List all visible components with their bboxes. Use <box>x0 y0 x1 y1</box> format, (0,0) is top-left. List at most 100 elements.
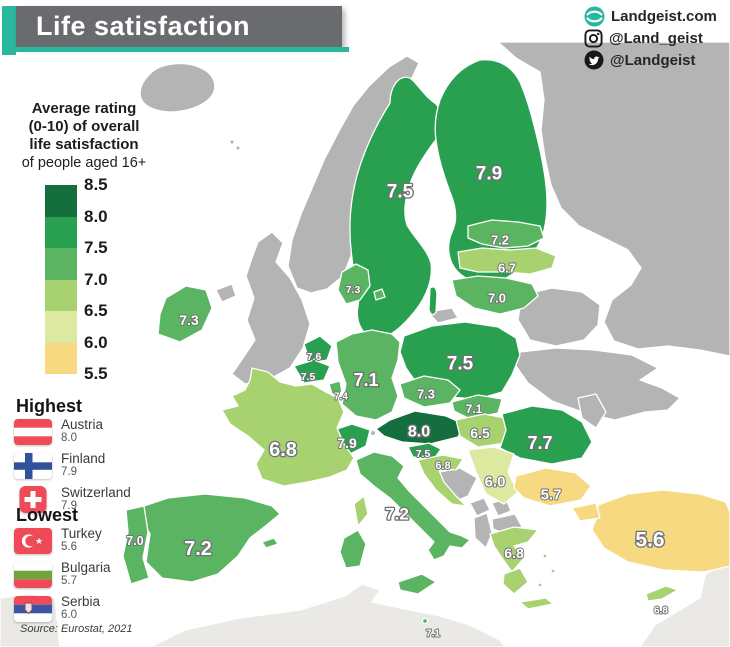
map-value-label-italy: 7.2 <box>385 505 409 524</box>
country-slovenia-shape <box>407 442 442 460</box>
country-slovakia-shape <box>451 394 503 420</box>
instagram-handle: @Land_geist <box>609 29 703 47</box>
country-turkey-shape <box>591 489 730 573</box>
country-name: Serbia <box>61 594 101 609</box>
country-belgium-shape <box>293 359 331 384</box>
map-value-label-serbia: 6.0 <box>485 474 506 491</box>
switzerland-flag-icon <box>14 486 52 513</box>
country-malta-shape <box>421 617 429 625</box>
banner-accent-block <box>2 6 16 55</box>
legend-swatch-2 <box>45 248 77 280</box>
country-name: Finland <box>61 451 106 466</box>
austria-flag-icon <box>14 418 52 445</box>
map-value-label-luxembourg: 7.4 <box>334 392 348 403</box>
map-value-label-slovakia: 7.1 <box>466 402 483 416</box>
map-value-label-czechia: 7.3 <box>417 387 435 402</box>
map-value-label-cyprus: 6.8 <box>654 606 668 617</box>
country-liechtenstein-shape <box>369 429 377 437</box>
map-value-label-poland: 7.5 <box>447 354 474 375</box>
country-turkey-thrace-shape <box>571 502 601 522</box>
source-note: Source: Eurostat, 2021 <box>20 623 133 635</box>
map-value-label-austria: 8.0 <box>408 424 430 441</box>
map-value-label-estonia: 7.2 <box>491 233 509 248</box>
legend-tick: 8.0 <box>84 206 108 226</box>
country-luxembourg-shape <box>328 380 343 395</box>
map-value-label-ireland: 7.3 <box>179 312 199 328</box>
website-text: Landgeist.com <box>611 7 717 25</box>
country-belarus-shape <box>517 287 601 347</box>
legend-title-line: life satisfaction <box>29 136 139 153</box>
twitter-icon <box>584 50 604 70</box>
country-lithuania-shape <box>451 275 539 315</box>
map-value-label-switzerland: 7.9 <box>337 435 357 451</box>
country-ireland-shape <box>157 285 213 343</box>
country-moldova-shape <box>577 393 607 429</box>
map-value-label-finland: 7.9 <box>476 164 502 185</box>
country-czechia-shape <box>399 375 461 408</box>
instagram-icon <box>584 28 603 48</box>
finland-flag-icon <box>14 452 52 479</box>
country-value: 7.9 <box>61 466 77 478</box>
highest-row-switzerland: Switzerland 7.9 <box>14 486 131 513</box>
greek-island-shape <box>542 553 548 559</box>
banner-underline <box>16 47 349 52</box>
country-name: Austria <box>61 417 104 432</box>
country-latvia-shape <box>457 247 557 275</box>
country-denmark-shape <box>337 263 371 305</box>
country-france-shape <box>221 367 355 487</box>
turkey-flag-icon <box>14 527 52 554</box>
country-name: Bulgaria <box>61 560 111 575</box>
map-value-label-latvia: 6.7 <box>498 261 516 276</box>
highest-row-finland: Finland 7.9 <box>14 452 105 479</box>
legend-swatch-5 <box>45 342 77 374</box>
country-value: 8.0 <box>61 432 77 444</box>
legend-title: Average rating (0-10) of overall life sa… <box>2 100 166 172</box>
greek-island-shape <box>537 582 543 588</box>
globe-icon <box>584 6 605 26</box>
map-value-label-slovenia: 7.5 <box>416 448 431 460</box>
map-value-label-france: 6.8 <box>269 439 297 461</box>
country-value: 5.6 <box>61 541 77 553</box>
legend-swatch-1 <box>45 216 77 248</box>
lowest-row-bulgaria: Bulgaria 5.7 <box>14 561 111 588</box>
country-ukraine-shape <box>515 347 681 421</box>
legend-title-line: Average rating <box>31 100 137 117</box>
legend-tick: 5.5 <box>84 364 108 383</box>
legend-color-scale <box>45 185 77 374</box>
country-france-corsica-shape <box>353 495 369 527</box>
country-germany-shape <box>335 329 401 421</box>
country-italy-sicily-shape <box>397 573 437 595</box>
country-netherlands-shape <box>303 335 333 364</box>
greek-island-shape <box>550 568 556 574</box>
twitter-row: @Landgeist <box>584 49 717 71</box>
country-spain-balearic-shape <box>261 537 279 549</box>
page-title: Life satisfaction <box>36 11 251 41</box>
map-value-labels: 7.5 7.9 7.2 6.7 7.0 7.5 7.3 7.3 7.6 7.5 7.4 7.1 7.3 7… <box>125 162 669 640</box>
faroe-islands-shape <box>229 139 235 145</box>
legend-tick: 7.5 <box>84 238 108 257</box>
map-value-label-belgium: 7.5 <box>301 371 316 383</box>
bulgaria-flag-icon <box>14 561 52 588</box>
map-value-label-bulgaria: 5.7 <box>541 487 562 504</box>
legend-swatch-3 <box>45 279 77 311</box>
country-uk-northern-ireland-shape <box>215 283 237 303</box>
map-value-label-malta: 7.1 <box>426 629 440 640</box>
country-value: 5.7 <box>61 575 77 587</box>
branding-block: Landgeist.com @Land_geist @Landgeist <box>584 5 717 71</box>
country-albania-shape <box>473 512 493 549</box>
lowest-header: Lowest <box>16 505 79 525</box>
country-russia-shape <box>497 41 730 357</box>
country-montenegro-shape <box>469 497 491 517</box>
map-value-label-romania: 7.7 <box>527 433 552 453</box>
website-row: Landgeist.com <box>584 5 717 27</box>
map-value-label-croatia: 6.8 <box>435 460 450 472</box>
map-value-label-denmark: 7.3 <box>346 284 361 296</box>
middle-east-landmass <box>639 564 730 647</box>
map-value-label-sweden: 7.5 <box>387 182 414 203</box>
country-value: 6.0 <box>61 609 77 621</box>
legend-tick: 8.5 <box>84 175 108 194</box>
legend-title-line: (0-10) of overall <box>28 118 140 135</box>
country-greece-peloponnese-shape <box>502 567 529 595</box>
map-value-label-lithuania: 7.0 <box>488 291 506 306</box>
